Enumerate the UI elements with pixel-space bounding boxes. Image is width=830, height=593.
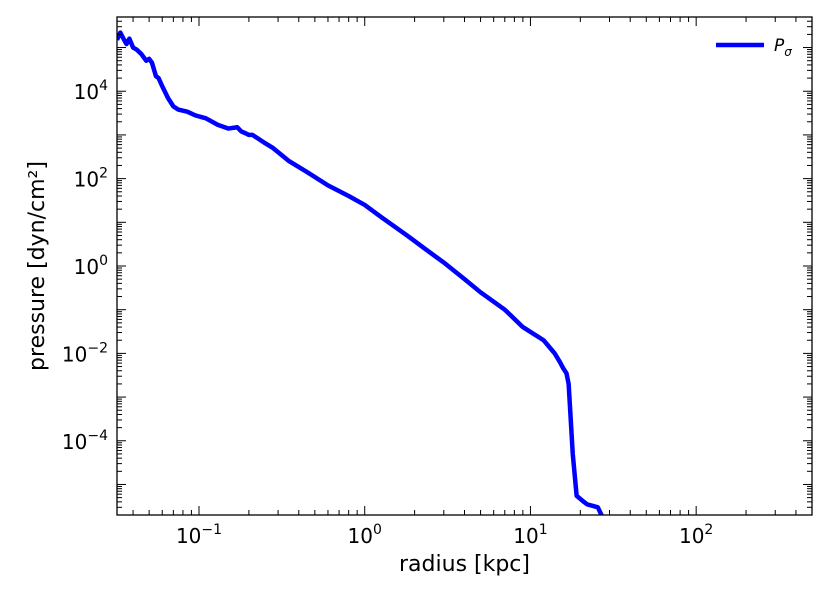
y-tick-labels: 104 102 100 10−2 10−4: [62, 78, 108, 454]
plot-frame: [116, 16, 813, 516]
y-tick-label: 100: [74, 253, 108, 279]
y-tick-label: 104: [74, 78, 108, 104]
y-tick-label: 10−4: [62, 428, 108, 454]
y-axis-ticks: [117, 16, 812, 516]
x-tick-label: 100: [348, 522, 382, 548]
x-tick-label: 102: [679, 522, 713, 548]
x-tick-label: 101: [513, 522, 547, 548]
legend: Pσ: [716, 36, 792, 59]
y-tick-label: 102: [74, 166, 108, 192]
x-tick-labels: 10−1 100 101 102: [176, 522, 713, 548]
y-tick-label: 10−2: [62, 340, 108, 366]
series-line-p-sigma: [117, 30, 604, 515]
legend-label: Pσ: [774, 36, 792, 59]
plot-area: [117, 30, 604, 515]
x-axis-label: radius [kpc]: [399, 552, 530, 577]
x-tick-label: 10−1: [176, 522, 222, 548]
x-axis-ticks: [132, 17, 813, 515]
y-axis-label: pressure [dyn/cm²]: [25, 161, 50, 371]
